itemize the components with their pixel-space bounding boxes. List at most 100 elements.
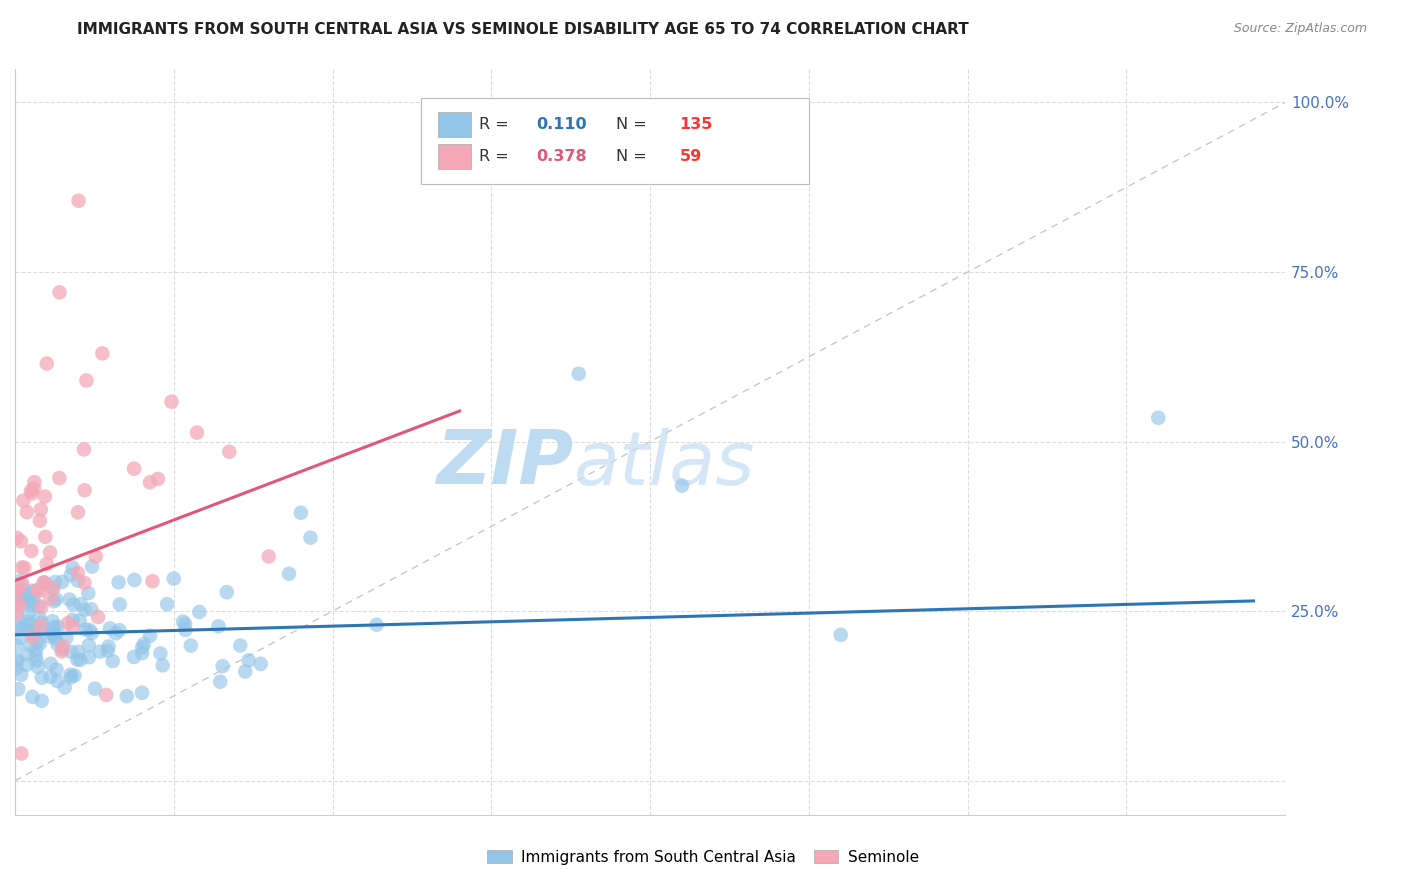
Point bbox=[124, 573, 146, 587]
Point bbox=[22, 482, 45, 496]
Point bbox=[21, 690, 44, 704]
Point bbox=[51, 574, 73, 589]
Point bbox=[97, 643, 120, 657]
Point bbox=[8, 574, 31, 588]
Point bbox=[107, 575, 129, 590]
Point bbox=[188, 605, 211, 619]
Point bbox=[35, 557, 58, 571]
Point bbox=[42, 625, 65, 640]
Point bbox=[11, 581, 34, 595]
Point bbox=[42, 594, 65, 608]
Point bbox=[44, 574, 66, 589]
Point bbox=[63, 668, 86, 682]
Point bbox=[21, 486, 44, 500]
Point bbox=[28, 610, 51, 624]
Point bbox=[15, 657, 38, 672]
Point bbox=[108, 623, 131, 637]
Point bbox=[671, 478, 693, 492]
Point bbox=[1147, 410, 1170, 425]
Point bbox=[46, 674, 69, 689]
Point bbox=[39, 657, 62, 671]
Point bbox=[31, 615, 53, 630]
Point bbox=[108, 598, 131, 612]
Point bbox=[6, 655, 28, 669]
Point bbox=[830, 628, 852, 642]
Point bbox=[174, 617, 197, 632]
Point bbox=[6, 607, 28, 621]
Point bbox=[21, 631, 44, 645]
Point bbox=[6, 584, 28, 599]
Point bbox=[89, 645, 111, 659]
Point bbox=[73, 442, 96, 457]
Point bbox=[7, 588, 30, 602]
Legend: Immigrants from South Central Asia, Seminole: Immigrants from South Central Asia, Semi… bbox=[481, 844, 925, 871]
Point bbox=[17, 615, 39, 629]
Point bbox=[139, 629, 162, 643]
Point bbox=[27, 582, 49, 597]
Point bbox=[39, 626, 62, 640]
Point bbox=[45, 663, 67, 677]
Point bbox=[8, 598, 31, 612]
Point bbox=[28, 637, 51, 651]
Point bbox=[238, 653, 260, 667]
Point bbox=[60, 670, 83, 684]
Point bbox=[7, 582, 30, 597]
Point bbox=[20, 544, 42, 558]
Point bbox=[73, 575, 96, 590]
FancyBboxPatch shape bbox=[439, 144, 471, 169]
Point bbox=[17, 589, 39, 603]
Point bbox=[10, 622, 32, 636]
Point bbox=[80, 626, 103, 640]
Point bbox=[215, 585, 238, 599]
Point bbox=[39, 545, 62, 559]
Point bbox=[20, 617, 42, 632]
Point bbox=[172, 615, 194, 629]
Point bbox=[84, 549, 107, 564]
Point bbox=[6, 652, 28, 666]
Point bbox=[62, 598, 84, 612]
Point bbox=[30, 618, 52, 632]
Point bbox=[6, 531, 28, 545]
Point bbox=[229, 639, 252, 653]
Point bbox=[13, 618, 35, 632]
Point bbox=[115, 689, 138, 703]
Point bbox=[41, 614, 63, 628]
Point bbox=[75, 374, 97, 388]
Point bbox=[31, 671, 53, 685]
Point bbox=[6, 639, 28, 653]
Point bbox=[39, 591, 62, 606]
Point bbox=[27, 660, 49, 674]
Point bbox=[45, 592, 67, 607]
Point bbox=[10, 747, 32, 761]
Point bbox=[59, 568, 82, 582]
Point bbox=[66, 566, 89, 580]
Point bbox=[141, 574, 163, 589]
Text: N =: N = bbox=[616, 149, 652, 164]
Point bbox=[299, 531, 322, 545]
Point bbox=[77, 638, 100, 652]
Text: ZIP: ZIP bbox=[437, 427, 574, 500]
Text: IMMIGRANTS FROM SOUTH CENTRAL ASIA VS SEMINOLE DISABILITY AGE 65 TO 74 CORRELATI: IMMIGRANTS FROM SOUTH CENTRAL ASIA VS SE… bbox=[77, 22, 969, 37]
Point bbox=[20, 599, 42, 613]
Point bbox=[20, 624, 42, 639]
Point bbox=[20, 639, 42, 653]
Point bbox=[6, 591, 28, 605]
Text: 59: 59 bbox=[679, 149, 702, 164]
Point bbox=[6, 661, 28, 675]
Point bbox=[27, 599, 49, 613]
Point bbox=[139, 475, 162, 490]
Point bbox=[20, 583, 42, 598]
Point bbox=[11, 560, 34, 574]
Point bbox=[156, 597, 179, 611]
Point bbox=[17, 594, 39, 608]
Point bbox=[66, 645, 89, 659]
Point bbox=[122, 649, 145, 664]
FancyBboxPatch shape bbox=[439, 112, 471, 137]
Point bbox=[79, 623, 101, 637]
Point bbox=[91, 346, 114, 360]
Point bbox=[17, 607, 39, 621]
Point bbox=[62, 619, 84, 633]
Point bbox=[73, 603, 96, 617]
Point bbox=[34, 490, 56, 504]
Point bbox=[35, 357, 58, 371]
